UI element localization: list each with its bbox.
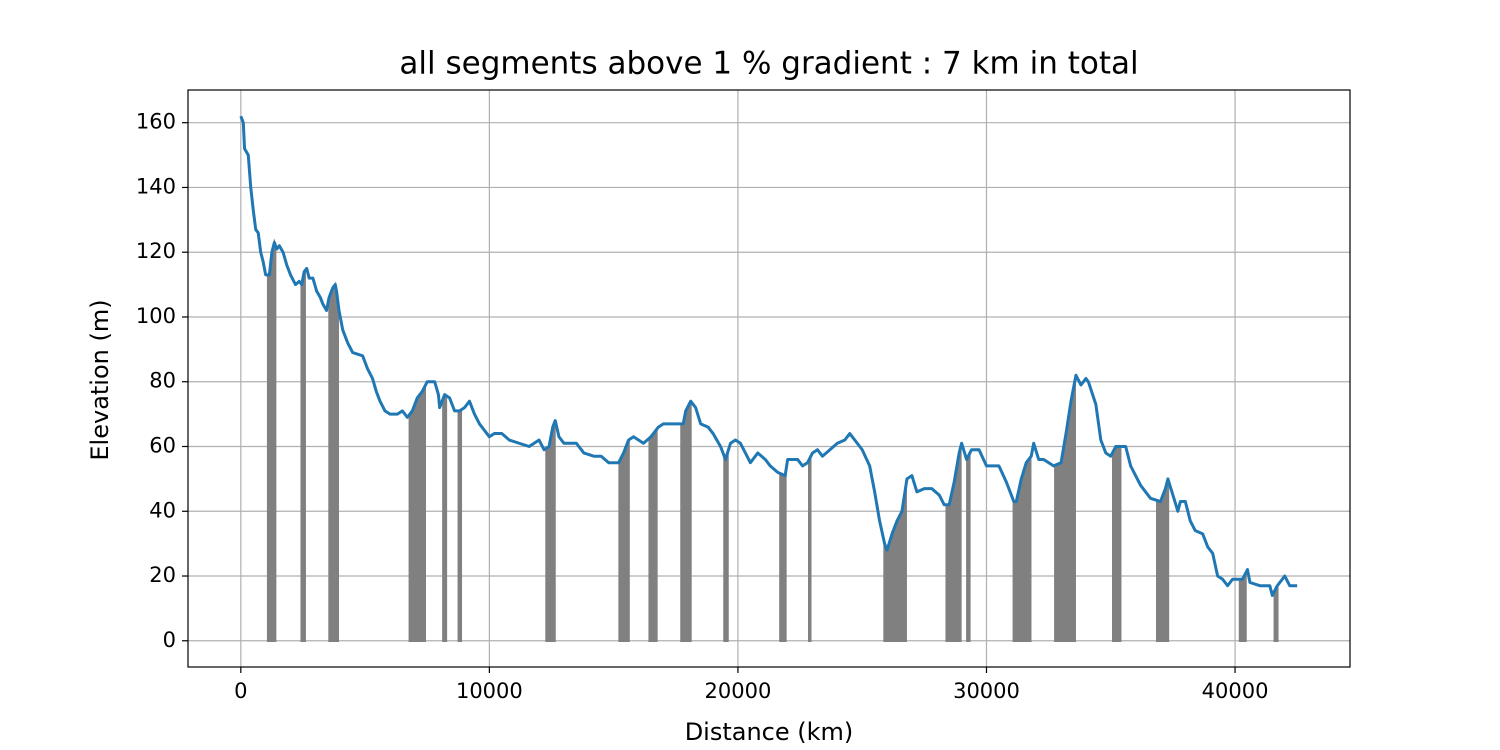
- y-tick-label: 100: [136, 304, 176, 328]
- x-tick-label: 40000: [1202, 679, 1269, 703]
- y-tick-label: 160: [136, 110, 176, 134]
- x-tick-label: 10000: [456, 679, 523, 703]
- shaded-segment: [266, 238, 277, 643]
- x-tick-label: 0: [234, 679, 247, 703]
- shaded-segment: [1054, 381, 1076, 643]
- shaded-segment: [300, 267, 306, 643]
- y-tick-label: 80: [149, 369, 176, 393]
- shaded-segment: [1112, 445, 1122, 643]
- shaded-segment: [618, 439, 630, 643]
- shaded-segment: [723, 452, 729, 643]
- y-axis-label: Elevation (m): [86, 299, 114, 460]
- y-tick-label: 140: [136, 174, 176, 198]
- x-tick-label: 30000: [953, 679, 1020, 703]
- shaded-segment: [408, 386, 426, 643]
- x-tick-label: 20000: [705, 679, 772, 703]
- x-axis-label: Distance (km): [685, 718, 854, 746]
- shaded-segment: [648, 425, 658, 643]
- shaded-segment: [966, 453, 971, 643]
- y-tick-label: 0: [163, 628, 176, 652]
- shaded-segment: [779, 471, 787, 643]
- y-tick-label: 20: [149, 563, 176, 587]
- shaded-segment: [1155, 478, 1170, 643]
- shaded-segment: [442, 392, 448, 643]
- shaded-segment: [1012, 453, 1032, 643]
- shaded-segment: [680, 401, 692, 643]
- shaded-segment: [328, 281, 340, 643]
- y-tick-label: 40: [149, 498, 176, 522]
- shaded-segment: [545, 422, 556, 643]
- shaded-segment: [1238, 572, 1247, 643]
- plot-frame: [187, 89, 1351, 668]
- y-tick-label: 60: [149, 433, 176, 457]
- shaded-segment: [457, 407, 463, 643]
- shaded-segment: [808, 456, 812, 643]
- elevation-line: [239, 115, 1298, 597]
- chart-title: all segments above 1 % gradient : 7 km i…: [399, 46, 1138, 82]
- shaded-segment: [1273, 585, 1279, 643]
- y-tick-label: 120: [136, 239, 176, 263]
